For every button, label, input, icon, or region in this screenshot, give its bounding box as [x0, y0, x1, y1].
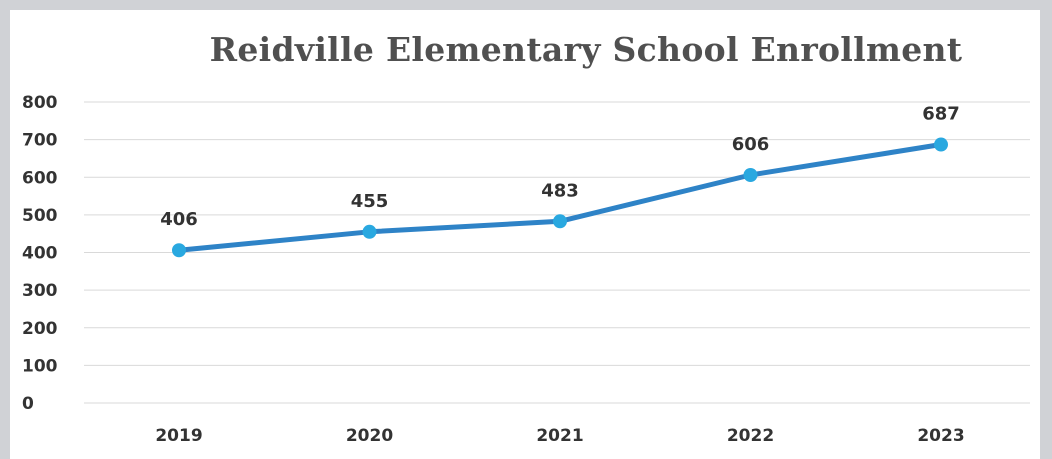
y-tick-label: 700 [22, 131, 58, 151]
y-tick-label: 200 [22, 319, 58, 339]
data-label: 606 [732, 134, 770, 155]
data-label: 406 [160, 209, 198, 230]
y-tick-label: 300 [22, 281, 58, 301]
data-label: 483 [541, 180, 579, 201]
data-label: 455 [351, 191, 389, 212]
y-axis-tick-labels: 0 100 200 300 400 500 600 700 800 [22, 93, 58, 414]
x-tick-label: 2019 [155, 426, 202, 446]
data-point [172, 243, 186, 258]
chart-title: Reidville Elementary School Enrollment [209, 30, 963, 69]
chart-frame [10, 10, 1040, 459]
data-point [362, 224, 377, 239]
data-point [934, 137, 948, 152]
x-tick-label: 2023 [917, 426, 964, 446]
x-axis-tick-labels: 2019 2020 2021 2022 2023 [155, 426, 964, 446]
data-point [743, 167, 758, 182]
x-tick-label: 2022 [727, 426, 774, 446]
data-labels: 406 455 483 606 687 [160, 104, 960, 231]
data-label: 687 [922, 104, 960, 125]
gridlines [84, 101, 1030, 404]
y-tick-label: 100 [22, 356, 58, 376]
x-tick-label: 2021 [536, 426, 583, 446]
x-tick-label: 2020 [346, 426, 393, 446]
y-tick-label: 600 [22, 168, 58, 188]
y-tick-label: 800 [22, 93, 58, 113]
data-markers [172, 137, 948, 258]
y-tick-label: 400 [22, 244, 58, 264]
data-point [553, 214, 567, 229]
y-tick-label: 500 [22, 206, 58, 226]
y-tick-label: 0 [22, 394, 34, 414]
